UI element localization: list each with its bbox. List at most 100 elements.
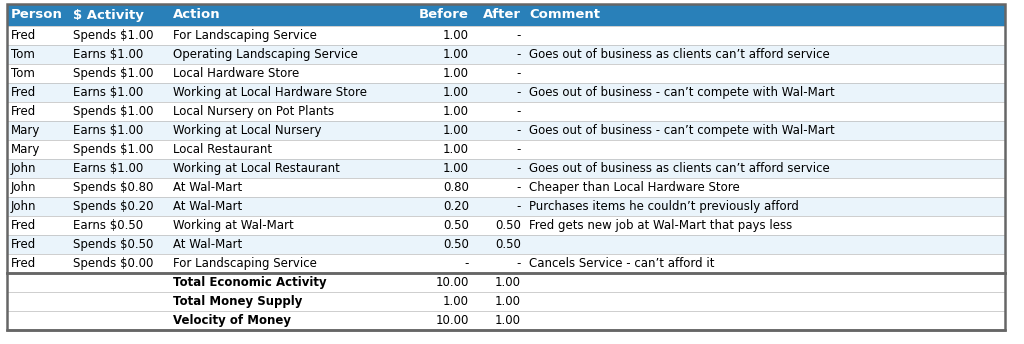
Text: 1.00: 1.00 bbox=[443, 67, 469, 80]
Text: John: John bbox=[11, 200, 37, 213]
Text: Earns $1.00: Earns $1.00 bbox=[73, 48, 143, 61]
Bar bbox=[7, 102, 1005, 121]
Text: Comment: Comment bbox=[529, 9, 600, 21]
Bar bbox=[7, 197, 1005, 216]
Text: Earns $1.00: Earns $1.00 bbox=[73, 124, 143, 137]
Text: -: - bbox=[517, 48, 521, 61]
Text: -: - bbox=[517, 181, 521, 194]
Text: Fred gets new job at Wal-Mart that pays less: Fred gets new job at Wal-Mart that pays … bbox=[529, 219, 793, 232]
Text: 0.20: 0.20 bbox=[443, 200, 469, 213]
Text: Operating Landscaping Service: Operating Landscaping Service bbox=[173, 48, 357, 61]
Bar bbox=[7, 64, 1005, 83]
Text: Spends $0.50: Spends $0.50 bbox=[73, 238, 154, 251]
Text: Person: Person bbox=[11, 9, 62, 21]
Text: After: After bbox=[483, 9, 521, 21]
Text: 0.80: 0.80 bbox=[443, 181, 469, 194]
Bar bbox=[7, 311, 1005, 330]
Text: 1.00: 1.00 bbox=[443, 86, 469, 99]
Text: -: - bbox=[517, 67, 521, 80]
Bar bbox=[7, 216, 1005, 235]
Text: John: John bbox=[11, 181, 37, 194]
Text: 1.00: 1.00 bbox=[495, 276, 521, 289]
Text: Tom: Tom bbox=[11, 67, 35, 80]
Text: Purchases items he couldn’t previously afford: Purchases items he couldn’t previously a… bbox=[529, 200, 799, 213]
Bar bbox=[7, 26, 1005, 45]
Bar bbox=[7, 254, 1005, 273]
Text: Action: Action bbox=[173, 9, 220, 21]
Text: 1.00: 1.00 bbox=[443, 48, 469, 61]
Text: Working at Wal-Mart: Working at Wal-Mart bbox=[173, 219, 294, 232]
Text: For Landscaping Service: For Landscaping Service bbox=[173, 257, 316, 270]
Text: 1.00: 1.00 bbox=[443, 29, 469, 42]
Text: 1.00: 1.00 bbox=[443, 143, 469, 156]
Text: -: - bbox=[517, 29, 521, 42]
Bar bbox=[7, 178, 1005, 197]
Text: Fred: Fred bbox=[11, 86, 36, 99]
Bar bbox=[7, 4, 1005, 26]
Text: -: - bbox=[517, 162, 521, 175]
Text: Spends $0.80: Spends $0.80 bbox=[73, 181, 154, 194]
Text: 1.00: 1.00 bbox=[443, 295, 469, 308]
Bar bbox=[7, 121, 1005, 140]
Text: -: - bbox=[517, 200, 521, 213]
Text: Goes out of business - can’t compete with Wal-Mart: Goes out of business - can’t compete wit… bbox=[529, 86, 835, 99]
Text: Fred: Fred bbox=[11, 105, 36, 118]
Text: -: - bbox=[517, 124, 521, 137]
Text: Goes out of business as clients can’t afford service: Goes out of business as clients can’t af… bbox=[529, 162, 829, 175]
Text: Goes out of business - can’t compete with Wal-Mart: Goes out of business - can’t compete wit… bbox=[529, 124, 835, 137]
Bar bbox=[7, 140, 1005, 159]
Text: John: John bbox=[11, 162, 37, 175]
Text: Working at Local Nursery: Working at Local Nursery bbox=[173, 124, 322, 137]
Text: For Landscaping Service: For Landscaping Service bbox=[173, 29, 316, 42]
Text: Spends $1.00: Spends $1.00 bbox=[73, 143, 154, 156]
Text: Earns $1.00: Earns $1.00 bbox=[73, 86, 143, 99]
Text: Goes out of business as clients can’t afford service: Goes out of business as clients can’t af… bbox=[529, 48, 829, 61]
Text: Total Economic Activity: Total Economic Activity bbox=[173, 276, 327, 289]
Text: 10.00: 10.00 bbox=[435, 276, 469, 289]
Text: -: - bbox=[465, 257, 469, 270]
Text: 1.00: 1.00 bbox=[443, 124, 469, 137]
Bar bbox=[7, 235, 1005, 254]
Text: Earns $0.50: Earns $0.50 bbox=[73, 219, 143, 232]
Text: Mary: Mary bbox=[11, 124, 40, 137]
Text: -: - bbox=[517, 105, 521, 118]
Text: Working at Local Hardware Store: Working at Local Hardware Store bbox=[173, 86, 367, 99]
Bar bbox=[7, 292, 1005, 311]
Text: Cancels Service - can’t afford it: Cancels Service - can’t afford it bbox=[529, 257, 715, 270]
Text: 10.00: 10.00 bbox=[435, 314, 469, 327]
Text: Spends $1.00: Spends $1.00 bbox=[73, 105, 154, 118]
Text: Spends $0.20: Spends $0.20 bbox=[73, 200, 154, 213]
Text: Spends $1.00: Spends $1.00 bbox=[73, 29, 154, 42]
Bar bbox=[7, 45, 1005, 64]
Text: -: - bbox=[517, 257, 521, 270]
Text: Local Nursery on Pot Plants: Local Nursery on Pot Plants bbox=[173, 105, 334, 118]
Text: Spends $1.00: Spends $1.00 bbox=[73, 67, 154, 80]
Text: Fred: Fred bbox=[11, 257, 36, 270]
Text: -: - bbox=[517, 143, 521, 156]
Bar bbox=[7, 159, 1005, 178]
Text: 1.00: 1.00 bbox=[443, 105, 469, 118]
Text: 0.50: 0.50 bbox=[496, 219, 521, 232]
Text: 0.50: 0.50 bbox=[443, 219, 469, 232]
Text: Total Money Supply: Total Money Supply bbox=[173, 295, 302, 308]
Text: Spends $0.00: Spends $0.00 bbox=[73, 257, 154, 270]
Text: Working at Local Restaurant: Working at Local Restaurant bbox=[173, 162, 340, 175]
Bar bbox=[7, 83, 1005, 102]
Text: 0.50: 0.50 bbox=[496, 238, 521, 251]
Text: 0.50: 0.50 bbox=[443, 238, 469, 251]
Text: Cheaper than Local Hardware Store: Cheaper than Local Hardware Store bbox=[529, 181, 739, 194]
Text: At Wal-Mart: At Wal-Mart bbox=[173, 238, 243, 251]
Text: Fred: Fred bbox=[11, 219, 36, 232]
Text: -: - bbox=[517, 86, 521, 99]
Text: $ Activity: $ Activity bbox=[73, 9, 144, 21]
Text: 1.00: 1.00 bbox=[495, 314, 521, 327]
Text: Tom: Tom bbox=[11, 48, 35, 61]
Text: Earns $1.00: Earns $1.00 bbox=[73, 162, 143, 175]
Text: 1.00: 1.00 bbox=[495, 295, 521, 308]
Text: Before: Before bbox=[419, 9, 469, 21]
Text: Velocity of Money: Velocity of Money bbox=[173, 314, 291, 327]
Text: Local Hardware Store: Local Hardware Store bbox=[173, 67, 299, 80]
Text: Fred: Fred bbox=[11, 238, 36, 251]
Bar bbox=[7, 273, 1005, 292]
Text: At Wal-Mart: At Wal-Mart bbox=[173, 200, 243, 213]
